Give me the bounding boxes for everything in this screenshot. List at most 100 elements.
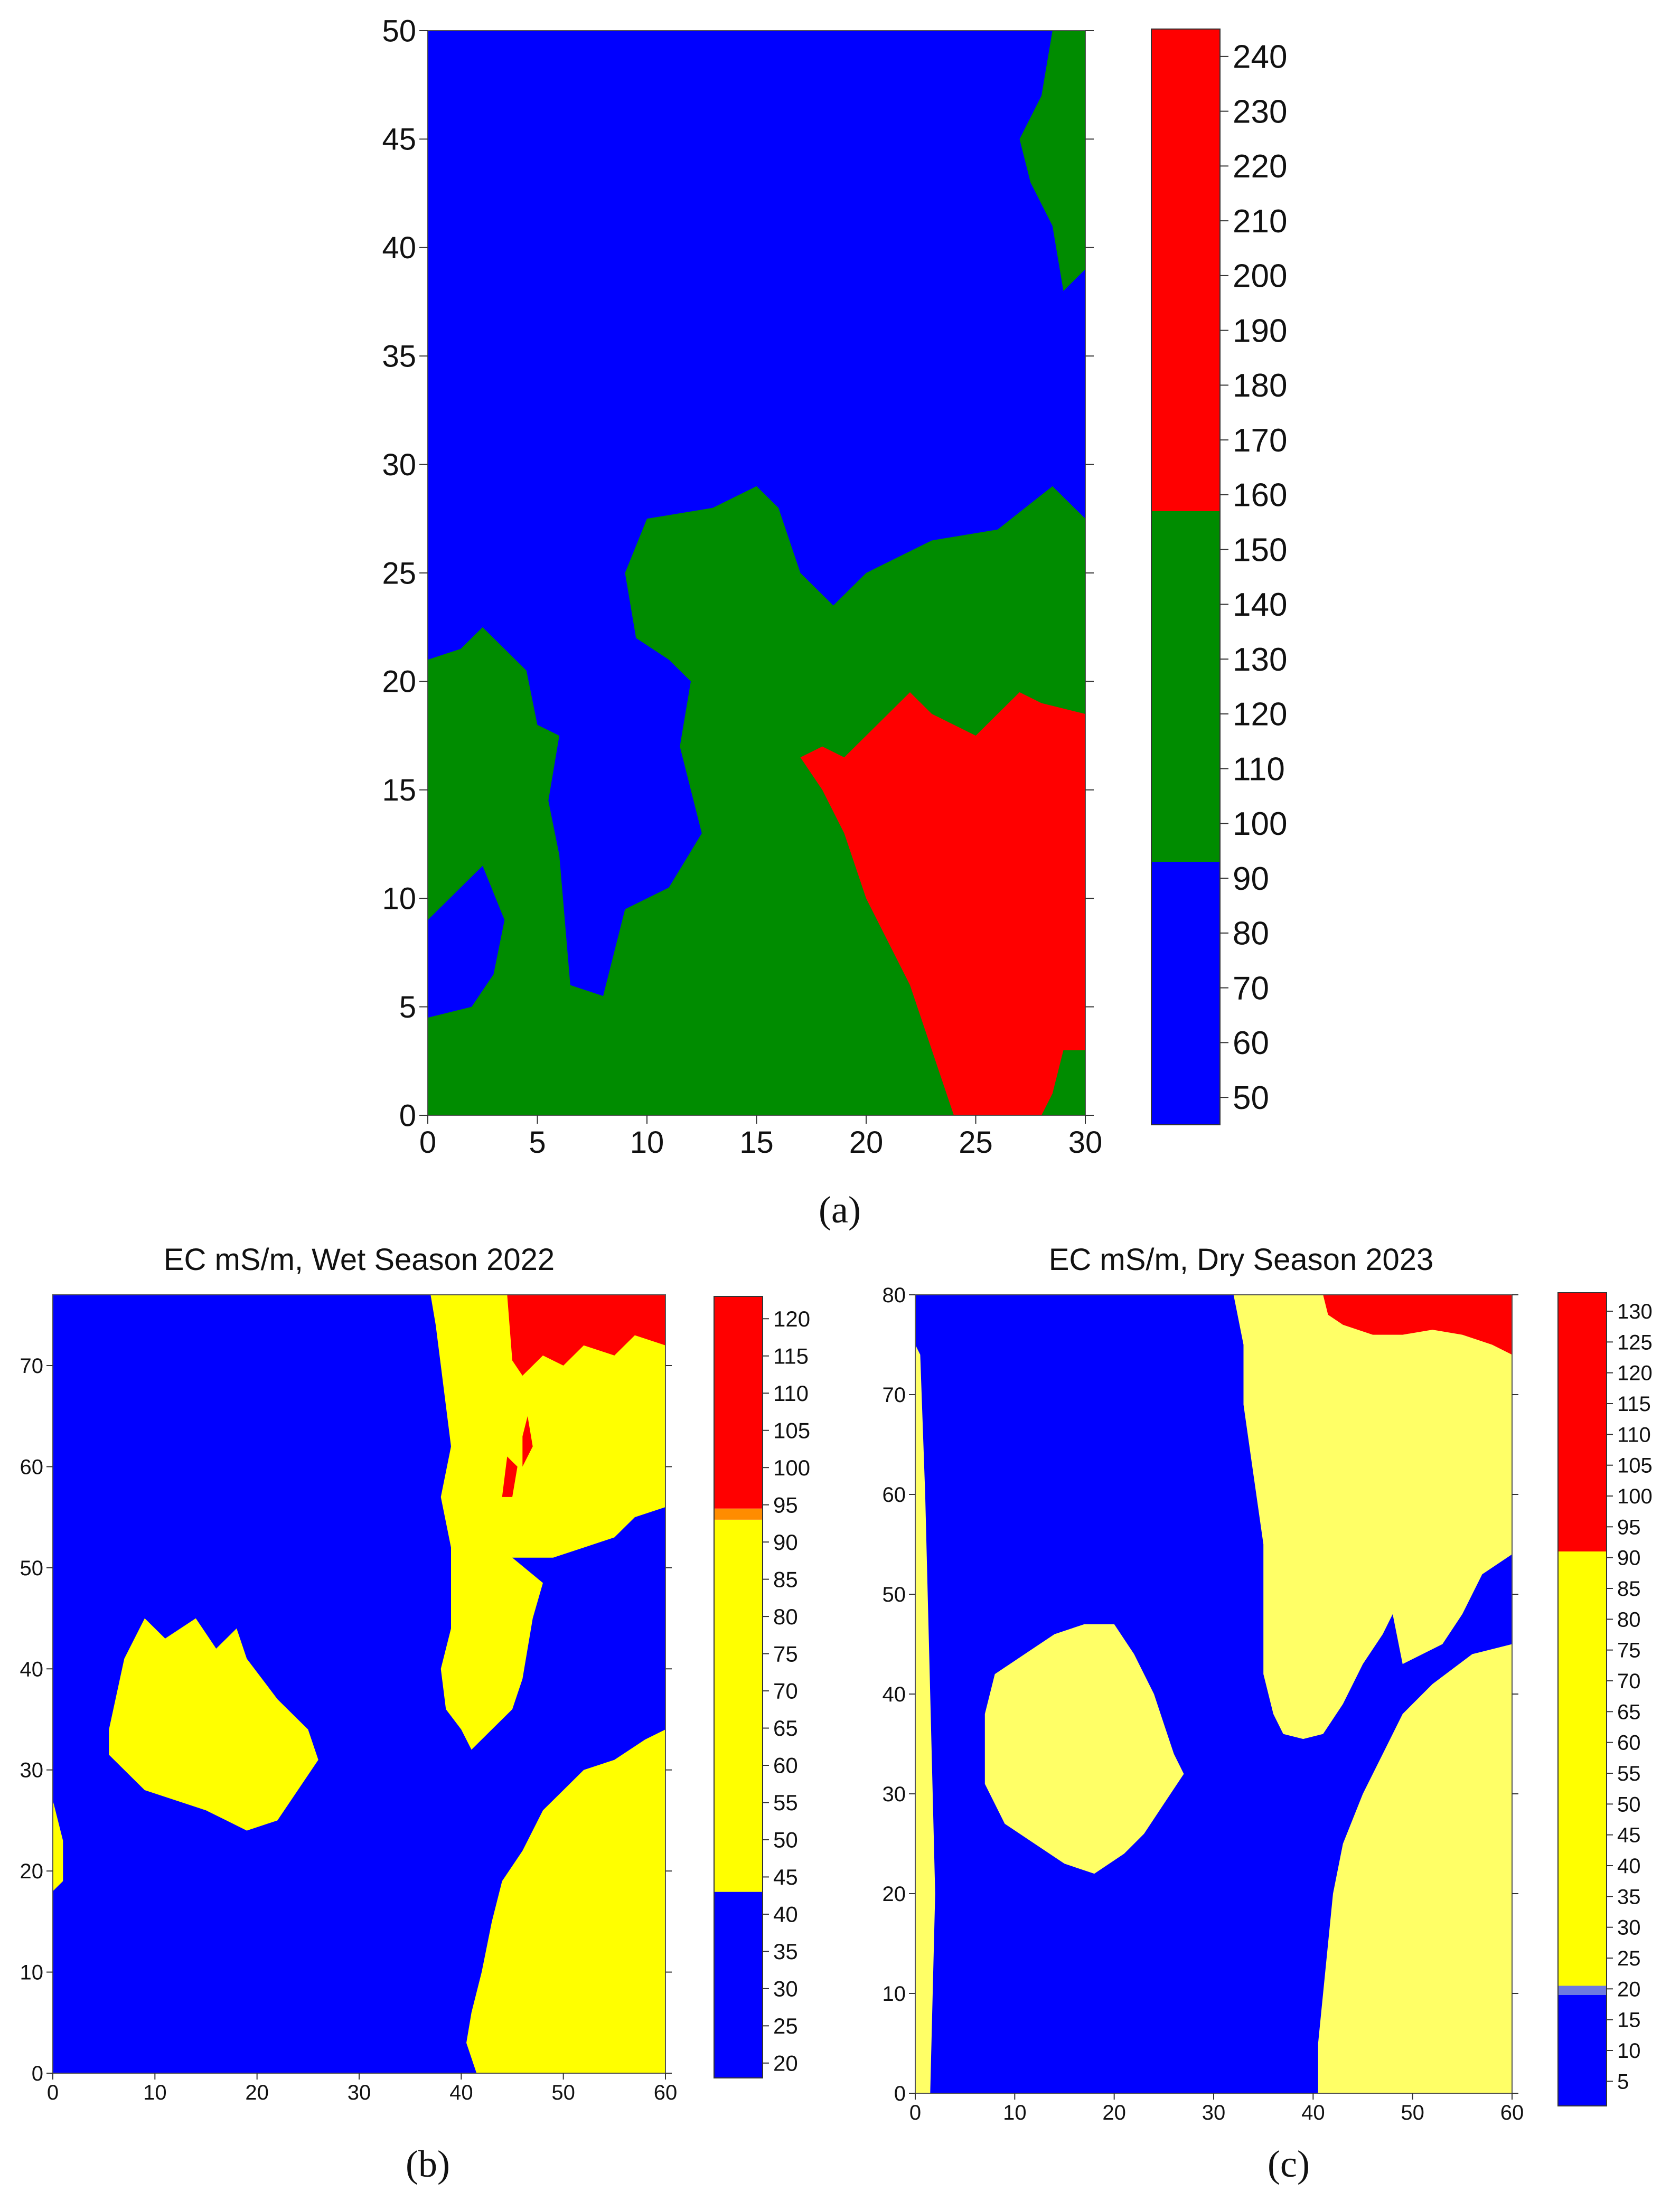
y-tick-label: 0 — [32, 2062, 43, 2085]
colorbar-tick-label: 115 — [773, 1343, 809, 1368]
region-yellow-2 — [430, 1295, 665, 1750]
x-tick-label: 20 — [1102, 2101, 1126, 2124]
x-tick-label: 40 — [1301, 2101, 1325, 2124]
x-tick-label: 50 — [551, 2081, 575, 2104]
x-tick-label: 20 — [849, 1125, 884, 1160]
y-tick-label: 45 — [382, 123, 416, 157]
colorbar-tick-label: 210 — [1233, 203, 1287, 240]
y-tick-label: 40 — [382, 231, 416, 265]
colorbar-band — [714, 1508, 763, 1520]
colorbar-tick-label: 160 — [1233, 477, 1287, 514]
x-tick-label: 10 — [143, 2081, 167, 2104]
colorbar-c: 5 10 15 20 25 30 35 40 45 50 55 60 65 70 75 80 85 90 95 100… — [1557, 1292, 1653, 2106]
colorbar-tick-label: 90 — [1233, 861, 1269, 897]
colorbar-tick-label: 75 — [1617, 1639, 1641, 1662]
region-yellow-7 — [53, 1800, 63, 1892]
colorbar-tick-label: 105 — [773, 1418, 810, 1443]
colorbar-tick-label: 10 — [1617, 2039, 1641, 2063]
colorbar-tick-label: 130 — [1617, 1300, 1653, 1323]
colorbar-tick-label: 170 — [1233, 422, 1287, 459]
colorbar-tick-label: 105 — [1617, 1454, 1653, 1478]
colorbar-tick-label: 50 — [773, 1828, 798, 1852]
colorbar-tick-label: 95 — [1617, 1516, 1641, 1539]
panel-caption-b: (b) — [406, 2143, 450, 2185]
y-tick-label: 60 — [883, 1483, 906, 1507]
colorbar-frame — [1151, 29, 1221, 1125]
y-tick-label: 35 — [382, 340, 416, 374]
colorbar-tick-label: 110 — [1233, 751, 1285, 787]
region-yellow-5 — [1318, 1644, 1512, 2093]
x-tick-label: 0 — [909, 2101, 921, 2124]
colorbar-tick-label: 70 — [1617, 1670, 1641, 1693]
colorbar-tick-label: 45 — [773, 1865, 798, 1889]
y-tick-label: 50 — [382, 14, 416, 48]
colorbar-band — [714, 1296, 763, 1509]
colorbar-tick-label: 60 — [1233, 1025, 1269, 1061]
panel-caption-a: (a) — [819, 1189, 861, 1231]
y-tick-label: 40 — [883, 1683, 906, 1706]
x-axis-b: 0 10 20 30 40 50 60 — [47, 2073, 677, 2104]
colorbar-band — [1558, 1986, 1607, 1995]
colorbar-tick-label: 70 — [1233, 970, 1269, 1006]
colorbar-band — [1151, 29, 1220, 511]
x-tick-label: 5 — [529, 1125, 546, 1160]
colorbar-tick-label: 110 — [1617, 1423, 1651, 1446]
y-tick-label: 50 — [883, 1583, 906, 1606]
colorbar-tick-label: 200 — [1233, 258, 1287, 295]
colorbar-tick-label: 25 — [1617, 1947, 1641, 1970]
colorbar-tick-label: 80 — [1233, 916, 1269, 952]
panel-b: EC mS/m, Wet Season 2022 0 10 20 30 40 50 60 0… — [20, 1243, 811, 2185]
heatmap-regions-c — [915, 1295, 1512, 2093]
colorbar-tick-label: 65 — [773, 1716, 798, 1741]
x-tick-label: 60 — [1500, 2101, 1524, 2124]
colorbar-tick-label: 140 — [1233, 587, 1287, 623]
y-tick-label: 80 — [883, 1284, 906, 1307]
x-axis-a: 0 5 10 15 20 25 30 — [419, 1115, 1102, 1160]
y-tick-label: 60 — [20, 1455, 44, 1479]
x-tick-label: 10 — [630, 1125, 664, 1160]
y-tick-label: 30 — [20, 1759, 44, 1782]
y-tick-label: 70 — [20, 1354, 44, 1378]
region-yellow-1 — [109, 1618, 318, 1831]
chart-title-b: EC mS/m, Wet Season 2022 — [164, 1243, 555, 1277]
colorbar-tick-label: 40 — [1617, 1855, 1641, 1878]
y-tick-label: 50 — [20, 1557, 44, 1580]
x-tick-label: 15 — [739, 1125, 774, 1160]
colorbar-tick-label: 55 — [773, 1790, 798, 1815]
colorbar-tick-label: 20 — [773, 2051, 798, 2076]
colorbar-tick-label: 180 — [1233, 368, 1287, 404]
region-yellow-6 — [466, 1729, 665, 2073]
y-tick-label: 70 — [883, 1384, 906, 1407]
x-tick-label: 60 — [654, 2081, 678, 2104]
x-tick-label: 30 — [1068, 1125, 1103, 1160]
panel-caption-c: (c) — [1268, 2143, 1310, 2185]
colorbar-tick-label: 40 — [773, 1902, 798, 1927]
x-tick-label: 40 — [449, 2081, 473, 2104]
x-tick-label: 30 — [348, 2081, 371, 2104]
region-yellow-3 — [1233, 1295, 1512, 1739]
panel-c: EC mS/m, Dry Season 2023 0 10 20 30 40 50 60 0… — [883, 1243, 1653, 2185]
chart-title-c: EC mS/m, Dry Season 2023 — [1049, 1243, 1434, 1277]
x-tick-label: 0 — [47, 2081, 59, 2104]
colorbar-tick-label: 220 — [1233, 148, 1287, 185]
colorbar-band — [714, 1519, 763, 1892]
colorbar-band — [714, 1892, 763, 2078]
y-tick-label: 20 — [20, 1860, 44, 1883]
colorbar-tick-label: 50 — [1233, 1080, 1269, 1116]
colorbar-tick-label: 190 — [1233, 313, 1287, 349]
region-yellow-2 — [984, 1624, 1184, 1874]
y-axis-b: 0 10 20 30 40 50 60 70 — [20, 1354, 672, 2085]
x-tick-label: 25 — [959, 1125, 993, 1160]
x-axis-c: 0 10 20 30 40 50 60 — [909, 2093, 1524, 2124]
heatmap-regions-b — [53, 1295, 665, 2073]
colorbar-band — [1151, 511, 1220, 862]
y-tick-label: 10 — [883, 1982, 906, 2006]
colorbar-tick-label: 35 — [773, 1939, 798, 1964]
colorbar-tick-label: 30 — [1617, 1916, 1641, 1940]
y-axis-a: 0 5 10 15 20 25 30 35 40 45 50 — [382, 14, 1094, 1133]
colorbar-tick-label: 5 — [1617, 2070, 1629, 2093]
heatmap-regions-a — [428, 31, 1085, 1115]
colorbar-tick-label: 85 — [1617, 1577, 1641, 1601]
y-tick-label: 30 — [382, 448, 416, 482]
